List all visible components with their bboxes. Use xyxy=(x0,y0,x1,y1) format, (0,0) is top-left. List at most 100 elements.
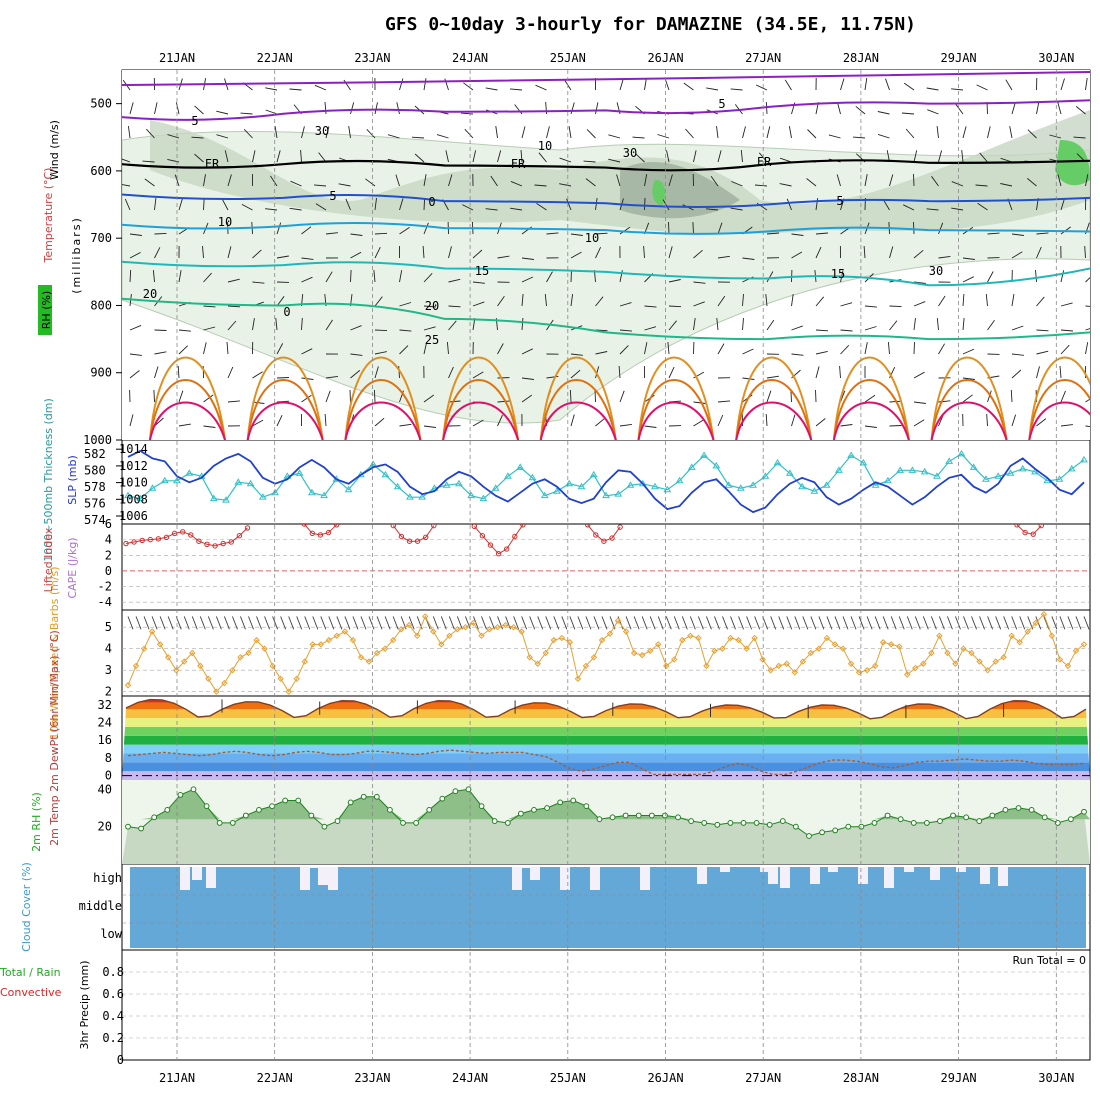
wind-speed-marker xyxy=(671,656,678,663)
wind-speed-marker xyxy=(590,654,598,661)
upper-wind-barb xyxy=(224,150,229,163)
lowlevel-isotherm xyxy=(930,356,1008,440)
upper-wind-barb xyxy=(742,293,744,307)
upper-wind-barb xyxy=(913,173,915,187)
upper-y-tick-label: 1000 xyxy=(83,433,112,447)
rh-marker xyxy=(164,806,171,813)
wind-barb xyxy=(240,616,246,630)
contour-label: 25 xyxy=(425,333,439,347)
rh-marker xyxy=(544,805,550,811)
upper-wind-barb xyxy=(644,305,657,308)
upper-wind-barb xyxy=(662,199,670,211)
upper-wind-barb xyxy=(373,389,376,403)
upper-wind-barb xyxy=(570,369,581,379)
wind-speed-marker xyxy=(823,634,831,642)
wind-barb xyxy=(1067,616,1074,630)
wind-barb xyxy=(521,616,528,630)
upper-wind-barb xyxy=(570,251,582,259)
wind-speed-marker xyxy=(582,662,590,670)
thickness-tick-label: 580 xyxy=(84,464,106,478)
upper-wind-barb xyxy=(951,88,964,91)
wind-barb xyxy=(167,616,174,630)
upper-wind-barb xyxy=(203,342,207,355)
contour-label: 5 xyxy=(718,97,725,111)
upper-wind-barb xyxy=(227,320,237,331)
wind-speed-marker xyxy=(630,649,638,657)
rh-marker xyxy=(648,812,655,819)
upper-wind-barb xyxy=(318,152,327,163)
wind-barb xyxy=(207,616,214,630)
upper-wind-barb xyxy=(668,174,673,187)
rh-marker xyxy=(688,818,695,824)
wind-barb xyxy=(368,616,375,630)
thickness-marker xyxy=(173,476,181,484)
wind-barb xyxy=(272,616,279,630)
wind-barb xyxy=(159,616,166,630)
upper-wind-barb xyxy=(1011,369,1022,379)
wind-barb xyxy=(995,616,1002,630)
upper-wind-barb xyxy=(784,79,792,91)
temp-band xyxy=(122,699,1090,703)
cloud-gap xyxy=(768,867,778,884)
lowlevel-isotherm xyxy=(442,379,520,440)
thickness-marker xyxy=(651,482,659,490)
rh-marker xyxy=(125,823,131,830)
upper-wind-barb xyxy=(779,157,792,163)
upper-wind-barb xyxy=(350,102,355,115)
upper-wind-barb xyxy=(864,305,877,308)
upper-wind-barb xyxy=(1036,366,1040,379)
upper-wind-barb xyxy=(791,353,804,356)
upper-wind-barb xyxy=(472,281,485,284)
wind-barb xyxy=(955,616,961,630)
wind-speed-marker xyxy=(606,630,614,637)
wind-speed-marker xyxy=(277,675,284,683)
upper-wind-barb xyxy=(414,153,425,163)
upper-wind-barb xyxy=(203,425,216,428)
cloud-gap xyxy=(956,867,966,872)
upper-wind-barb xyxy=(275,318,278,331)
thickness-marker xyxy=(369,460,378,467)
upper-wind-barb xyxy=(325,390,331,403)
wind-barb xyxy=(296,616,303,630)
upper-wind-barb xyxy=(975,184,988,187)
upper-wind-barb xyxy=(815,296,825,307)
rh-marker xyxy=(557,799,564,806)
upper-wind-barb xyxy=(1011,233,1024,236)
upper-wind-barb xyxy=(913,221,915,235)
upper-wind-barb xyxy=(366,128,376,139)
upper-wind-barb xyxy=(976,84,988,91)
upper-wind-barb xyxy=(717,343,725,355)
upper-wind-barb xyxy=(815,329,829,332)
upper-wind-barb xyxy=(1060,270,1065,283)
thickness-tick-label: 574 xyxy=(84,513,106,527)
rh-marker xyxy=(138,825,144,832)
upper-wind-barb xyxy=(252,281,265,284)
wind-speed-marker xyxy=(944,649,951,657)
date-gridlines xyxy=(176,70,1057,1060)
rh2m-plot xyxy=(122,780,1090,864)
upper-wind-barb xyxy=(595,247,602,259)
thickness-line xyxy=(127,453,1085,501)
upper-wind-barb xyxy=(227,400,240,403)
wind-speed-marker xyxy=(486,626,493,633)
upper-wind-barb xyxy=(1085,305,1090,307)
li-tick-label: 6 xyxy=(105,517,112,531)
upper-wind-barb xyxy=(586,129,596,139)
precip-tick-label: 0 xyxy=(117,1053,124,1067)
wind-speed-marker xyxy=(172,666,180,674)
upper-wind-barb xyxy=(154,102,158,115)
wind-speed-marker xyxy=(928,649,935,657)
upper-wind-barb xyxy=(124,198,131,211)
thickness-marker xyxy=(160,476,169,484)
upper-wind-barb xyxy=(693,281,706,284)
lowlevel-isotherm xyxy=(149,356,226,440)
wind-barb xyxy=(834,616,841,630)
upper-wind-barb xyxy=(766,232,780,235)
wind-barb xyxy=(697,616,704,630)
rh-marker xyxy=(334,818,341,824)
wind-speed-marker xyxy=(197,662,204,670)
thickness-marker xyxy=(602,491,610,499)
wind-speed-marker xyxy=(309,641,316,648)
upper-wind-barb xyxy=(203,394,214,403)
